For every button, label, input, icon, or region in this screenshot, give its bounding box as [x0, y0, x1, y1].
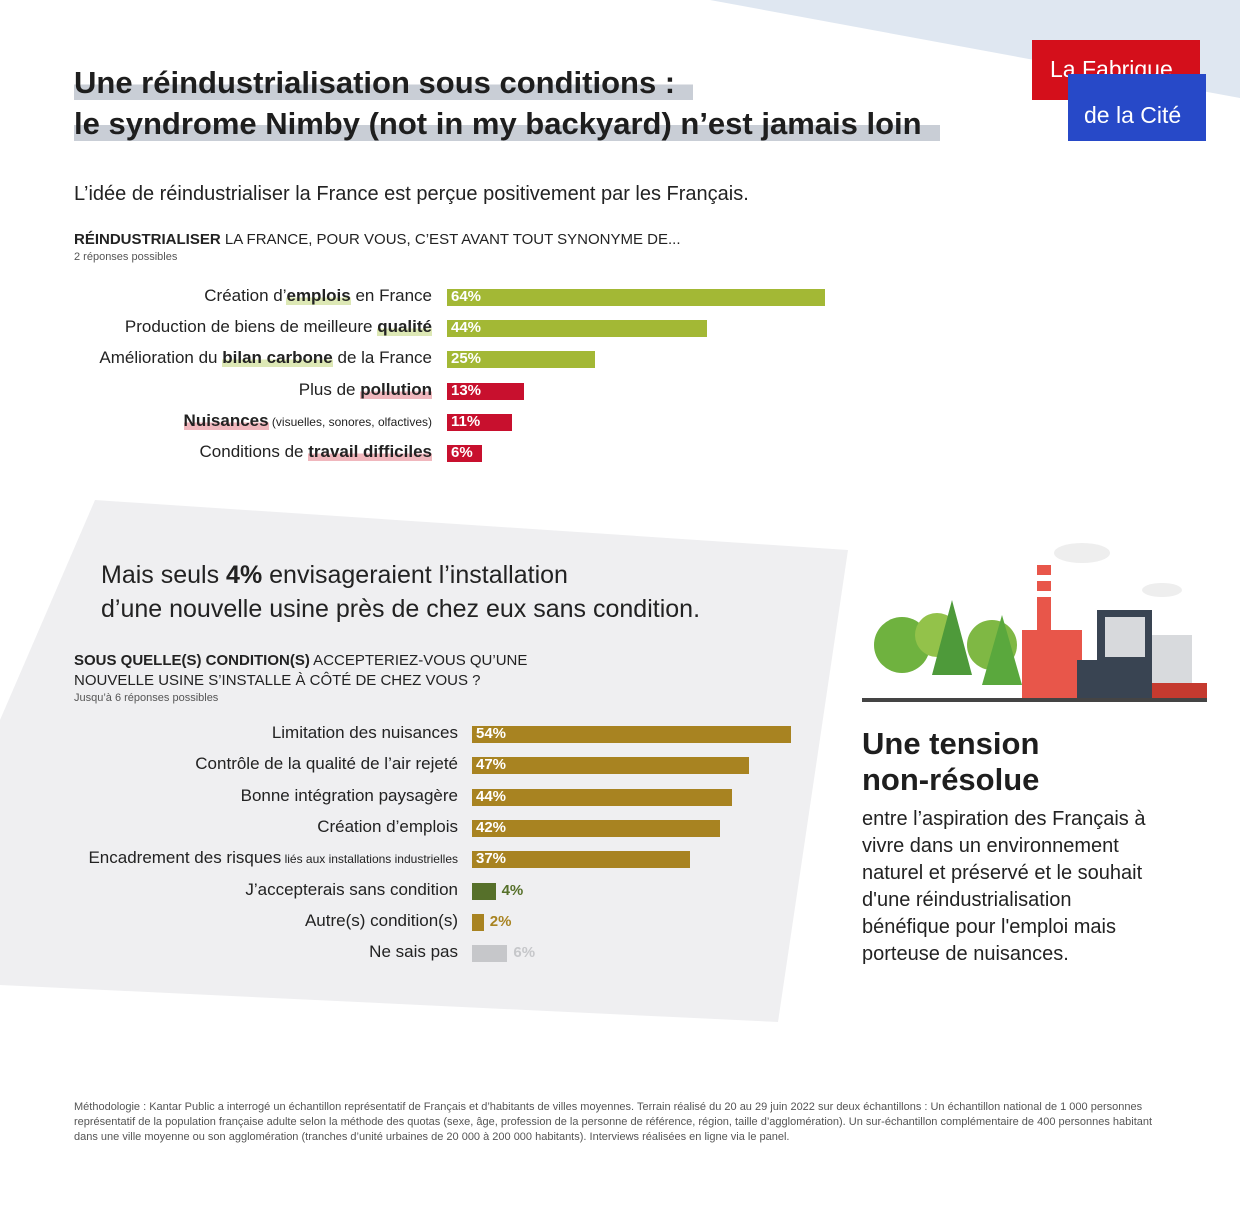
intro-text: L’idée de réindustrialiser la France est…	[74, 183, 749, 205]
section2-heading: Mais seuls 4% envisageraient l’installat…	[101, 561, 701, 623]
grey-panel	[0, 500, 848, 1022]
bar	[472, 882, 496, 900]
factory-illustration	[862, 543, 1207, 702]
value-label: 4%	[501, 881, 524, 899]
bar	[447, 289, 825, 306]
bar-label: Encadrement des risques liés aux install…	[88, 848, 458, 868]
bar-label: Bonne intégration paysagère	[240, 785, 458, 805]
value-label: 6%	[451, 444, 473, 461]
methodology-note: Méthodologie : Kantar Public a interrogé…	[74, 1101, 1153, 1143]
value-label: 13%	[451, 381, 482, 399]
value-label: 44%	[476, 787, 507, 805]
tension-heading: Une tension non-résolue	[862, 726, 1040, 797]
value-label: 44%	[451, 319, 482, 337]
bar	[472, 757, 750, 775]
bar-label: Ne sais pas	[369, 942, 458, 962]
value-label: 42%	[476, 818, 507, 836]
bar-label: Limitation des nuisances	[271, 723, 458, 742]
bar	[472, 945, 508, 963]
bar	[472, 788, 732, 806]
bar	[472, 913, 484, 931]
bar-label: Conditions de travail difficiles	[199, 442, 432, 461]
bar	[447, 413, 512, 431]
bar	[447, 351, 595, 369]
bar	[447, 382, 524, 400]
value-label: 11%	[451, 412, 481, 430]
bar-label: Plus de pollution	[298, 379, 432, 399]
value-label: 47%	[476, 756, 507, 774]
bar-label: Création d’emplois	[317, 816, 458, 836]
chart1-question: RÉINDUSTRIALISER LA FRANCE, POUR VOUS, C…	[74, 231, 681, 248]
bar-label: Contrôle de la qualité de l’air rejeté	[195, 754, 458, 774]
bar	[447, 320, 707, 338]
bar	[447, 445, 483, 462]
logo-bottom: de la Cité	[1068, 74, 1206, 141]
value-label: 25%	[451, 350, 482, 368]
tension-text: entre l’aspiration des Français à vivre …	[862, 808, 1146, 965]
value-label: 54%	[476, 725, 507, 742]
bar-label: Autre(s) condition(s)	[304, 910, 458, 930]
chart2-note: Jusqu’à 6 réponses possibles	[74, 692, 219, 704]
chart1-note: 2 réponses possibles	[74, 251, 178, 263]
bar	[472, 819, 720, 837]
bar-label: Amélioration du bilan carbone de la Fran…	[99, 348, 432, 368]
bar-label: J’accepterais sans condition	[245, 879, 458, 899]
bar-label: Création d’emplois en France	[204, 286, 432, 305]
page-title: Une réindustrialisation sous conditions …	[74, 62, 940, 144]
value-label: 6%	[513, 944, 536, 962]
bar	[472, 851, 691, 869]
chart2-question: SOUS QUELLE(S) CONDITION(S) ACCEPTERIEZ-…	[74, 652, 528, 689]
bar-label: Nuisances (visuelles, sonores, olfactive…	[183, 410, 432, 430]
value-label: 37%	[476, 850, 507, 868]
value-label: 2%	[489, 912, 512, 930]
bar-label: Production de biens de meilleure qualité	[124, 317, 432, 337]
bar	[472, 726, 791, 743]
value-label: 64%	[451, 288, 482, 305]
